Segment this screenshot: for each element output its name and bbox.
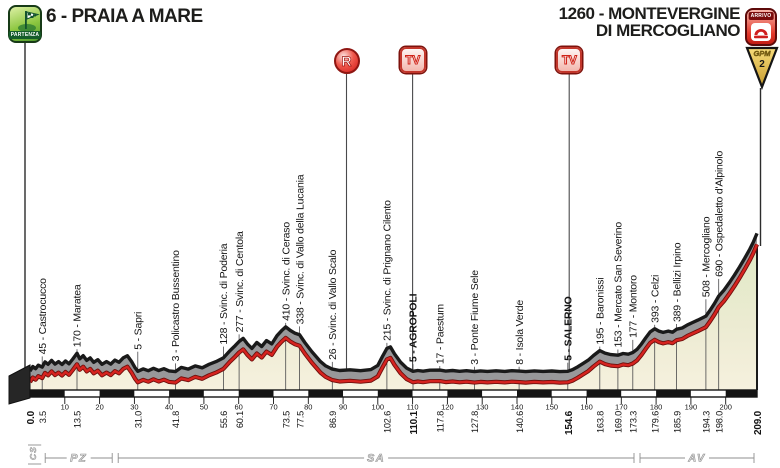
svg-text:5 - Sapri: 5 - Sapri	[132, 312, 144, 350]
svg-text:31.0: 31.0	[134, 411, 144, 428]
svg-text:41.8: 41.8	[171, 411, 181, 428]
checkered-flag-icon	[14, 9, 40, 38]
svg-text:215 - Svinc. di Prignano Cilen: 215 - Svinc. di Prignano Cilento	[382, 200, 394, 341]
svg-text:3 - Policastro Bussentino: 3 - Policastro Bussentino	[170, 250, 182, 362]
finish-title-line1: 1260 - MONTEVERGINE	[558, 4, 741, 23]
svg-text:338 - Svinc. di Vallo della Lu: 338 - Svinc. di Vallo della Lucania	[294, 174, 306, 324]
svg-text:154.6: 154.6	[564, 410, 575, 435]
svg-text:127.8: 127.8	[470, 411, 480, 433]
svg-text:140.6: 140.6	[515, 411, 525, 433]
svg-text:90: 90	[339, 403, 347, 412]
svg-text:160: 160	[580, 403, 593, 412]
svg-text:AV: AV	[687, 453, 706, 465]
svg-text:73.5: 73.5	[281, 411, 291, 428]
svg-text:209.0: 209.0	[753, 410, 764, 435]
tv-label: TV	[405, 53, 421, 68]
svg-text:0.0: 0.0	[26, 410, 37, 424]
svg-text:169.0: 169.0	[614, 411, 624, 433]
gpm-label: GPM	[753, 49, 771, 58]
svg-text:80: 80	[304, 403, 312, 412]
svg-text:177 - Montoro: 177 - Montoro	[627, 275, 639, 338]
svg-text:173.3: 173.3	[629, 411, 639, 433]
svg-text:8 - Isola Verde: 8 - Isola Verde	[514, 300, 526, 365]
svg-text:180: 180	[650, 403, 663, 412]
svg-text:120: 120	[441, 403, 454, 412]
svg-text:194.3: 194.3	[702, 411, 712, 433]
svg-text:110: 110	[407, 403, 419, 412]
tv-icon-agropoli: TV	[399, 47, 426, 73]
svg-text:26 - Svinc. di Vallo Scalo: 26 - Svinc. di Vallo Scalo	[327, 249, 339, 360]
svg-text:200: 200	[719, 403, 732, 412]
svg-text:190: 190	[685, 403, 698, 412]
svg-text:60.1: 60.1	[235, 411, 245, 428]
svg-text:CS: CS	[28, 446, 38, 460]
svg-text:393 - Celzi: 393 - Celzi	[649, 275, 661, 323]
arrivo-label: ARRIVO	[748, 12, 774, 20]
svg-text:45 - Castrocucco: 45 - Castrocucco	[37, 278, 49, 355]
start-title: 6 - PRAIA A MARE	[46, 6, 203, 27]
svg-text:410 - Svinc. di Ceraso: 410 - Svinc. di Ceraso	[280, 222, 292, 321]
svg-text:130: 130	[476, 403, 489, 412]
svg-text:179.6: 179.6	[650, 411, 660, 433]
svg-text:690 - Ospedaletto d'Alpinolo: 690 - Ospedaletto d'Alpinolo	[713, 151, 725, 277]
svg-text:153 - Mercato San Severino: 153 - Mercato San Severino	[613, 222, 625, 348]
svg-text:13.5: 13.5	[73, 411, 83, 428]
finish-line-icon	[751, 23, 771, 41]
svg-text:185.9: 185.9	[672, 411, 682, 433]
feed-zone-icon: R	[333, 48, 360, 74]
svg-text:77.5: 77.5	[295, 411, 305, 428]
svg-text:117.8: 117.8	[436, 411, 446, 432]
svg-text:508 - Mercogliano: 508 - Mercogliano	[701, 216, 713, 297]
svg-text:55.6: 55.6	[219, 411, 229, 428]
svg-text:30: 30	[130, 403, 138, 412]
svg-text:10: 10	[61, 403, 69, 412]
svg-text:5 - SALERNO: 5 - SALERNO	[562, 296, 574, 360]
svg-text:170: 170	[615, 403, 628, 412]
svg-text:5 - AGROPOLI: 5 - AGROPOLI	[408, 293, 420, 362]
svg-text:277 - Svinc. di Centola: 277 - Svinc. di Centola	[234, 231, 246, 332]
svg-text:195 - Baronissi: 195 - Baronissi	[594, 278, 606, 345]
partenza-badge: PARTENZA	[8, 5, 42, 43]
svg-text:50: 50	[200, 403, 208, 412]
svg-text:100: 100	[372, 403, 385, 412]
tv-label: TV	[562, 53, 578, 68]
tv-icon-salerno: TV	[556, 47, 583, 73]
feed-zone-letter: R	[341, 53, 352, 70]
partenza-label: PARTENZA	[8, 31, 42, 39]
svg-text:86.9: 86.9	[328, 411, 338, 428]
svg-text:20: 20	[95, 403, 103, 412]
gpm-category: 2	[759, 59, 765, 70]
svg-text:163.8: 163.8	[596, 411, 606, 433]
svg-text:3 - Ponte Fiume Sele: 3 - Ponte Fiume Sele	[469, 270, 481, 365]
svg-text:60: 60	[235, 403, 243, 412]
gpm-badge: GPM 2	[745, 46, 779, 91]
svg-text:198.0: 198.0	[714, 411, 724, 433]
finish-title-line2: DI MERCOGLIANO	[595, 21, 741, 40]
svg-text:150: 150	[546, 403, 559, 412]
finish-title: 1260 - MONTEVERGINE DI MERCOGLIANO	[558, 4, 741, 40]
svg-text:SA: SA	[367, 453, 385, 465]
arrivo-badge: ARRIVO	[745, 8, 777, 46]
svg-text:140: 140	[511, 403, 524, 412]
svg-text:389 - Bellizi Irpino: 389 - Bellizi Irpino	[671, 242, 683, 322]
svg-text:3.5: 3.5	[38, 411, 48, 423]
svg-text:17 - Paestum: 17 - Paestum	[434, 304, 446, 364]
svg-text:170 - Maratea: 170 - Maratea	[72, 284, 84, 347]
svg-text:128 - Svinc. di Poderia: 128 - Svinc. di Poderia	[218, 243, 230, 344]
svg-text:102.6: 102.6	[383, 411, 393, 433]
svg-text:40: 40	[165, 403, 173, 412]
svg-text:110.1: 110.1	[409, 410, 420, 434]
svg-text:PZ: PZ	[70, 453, 87, 465]
svg-text:70: 70	[269, 403, 277, 412]
